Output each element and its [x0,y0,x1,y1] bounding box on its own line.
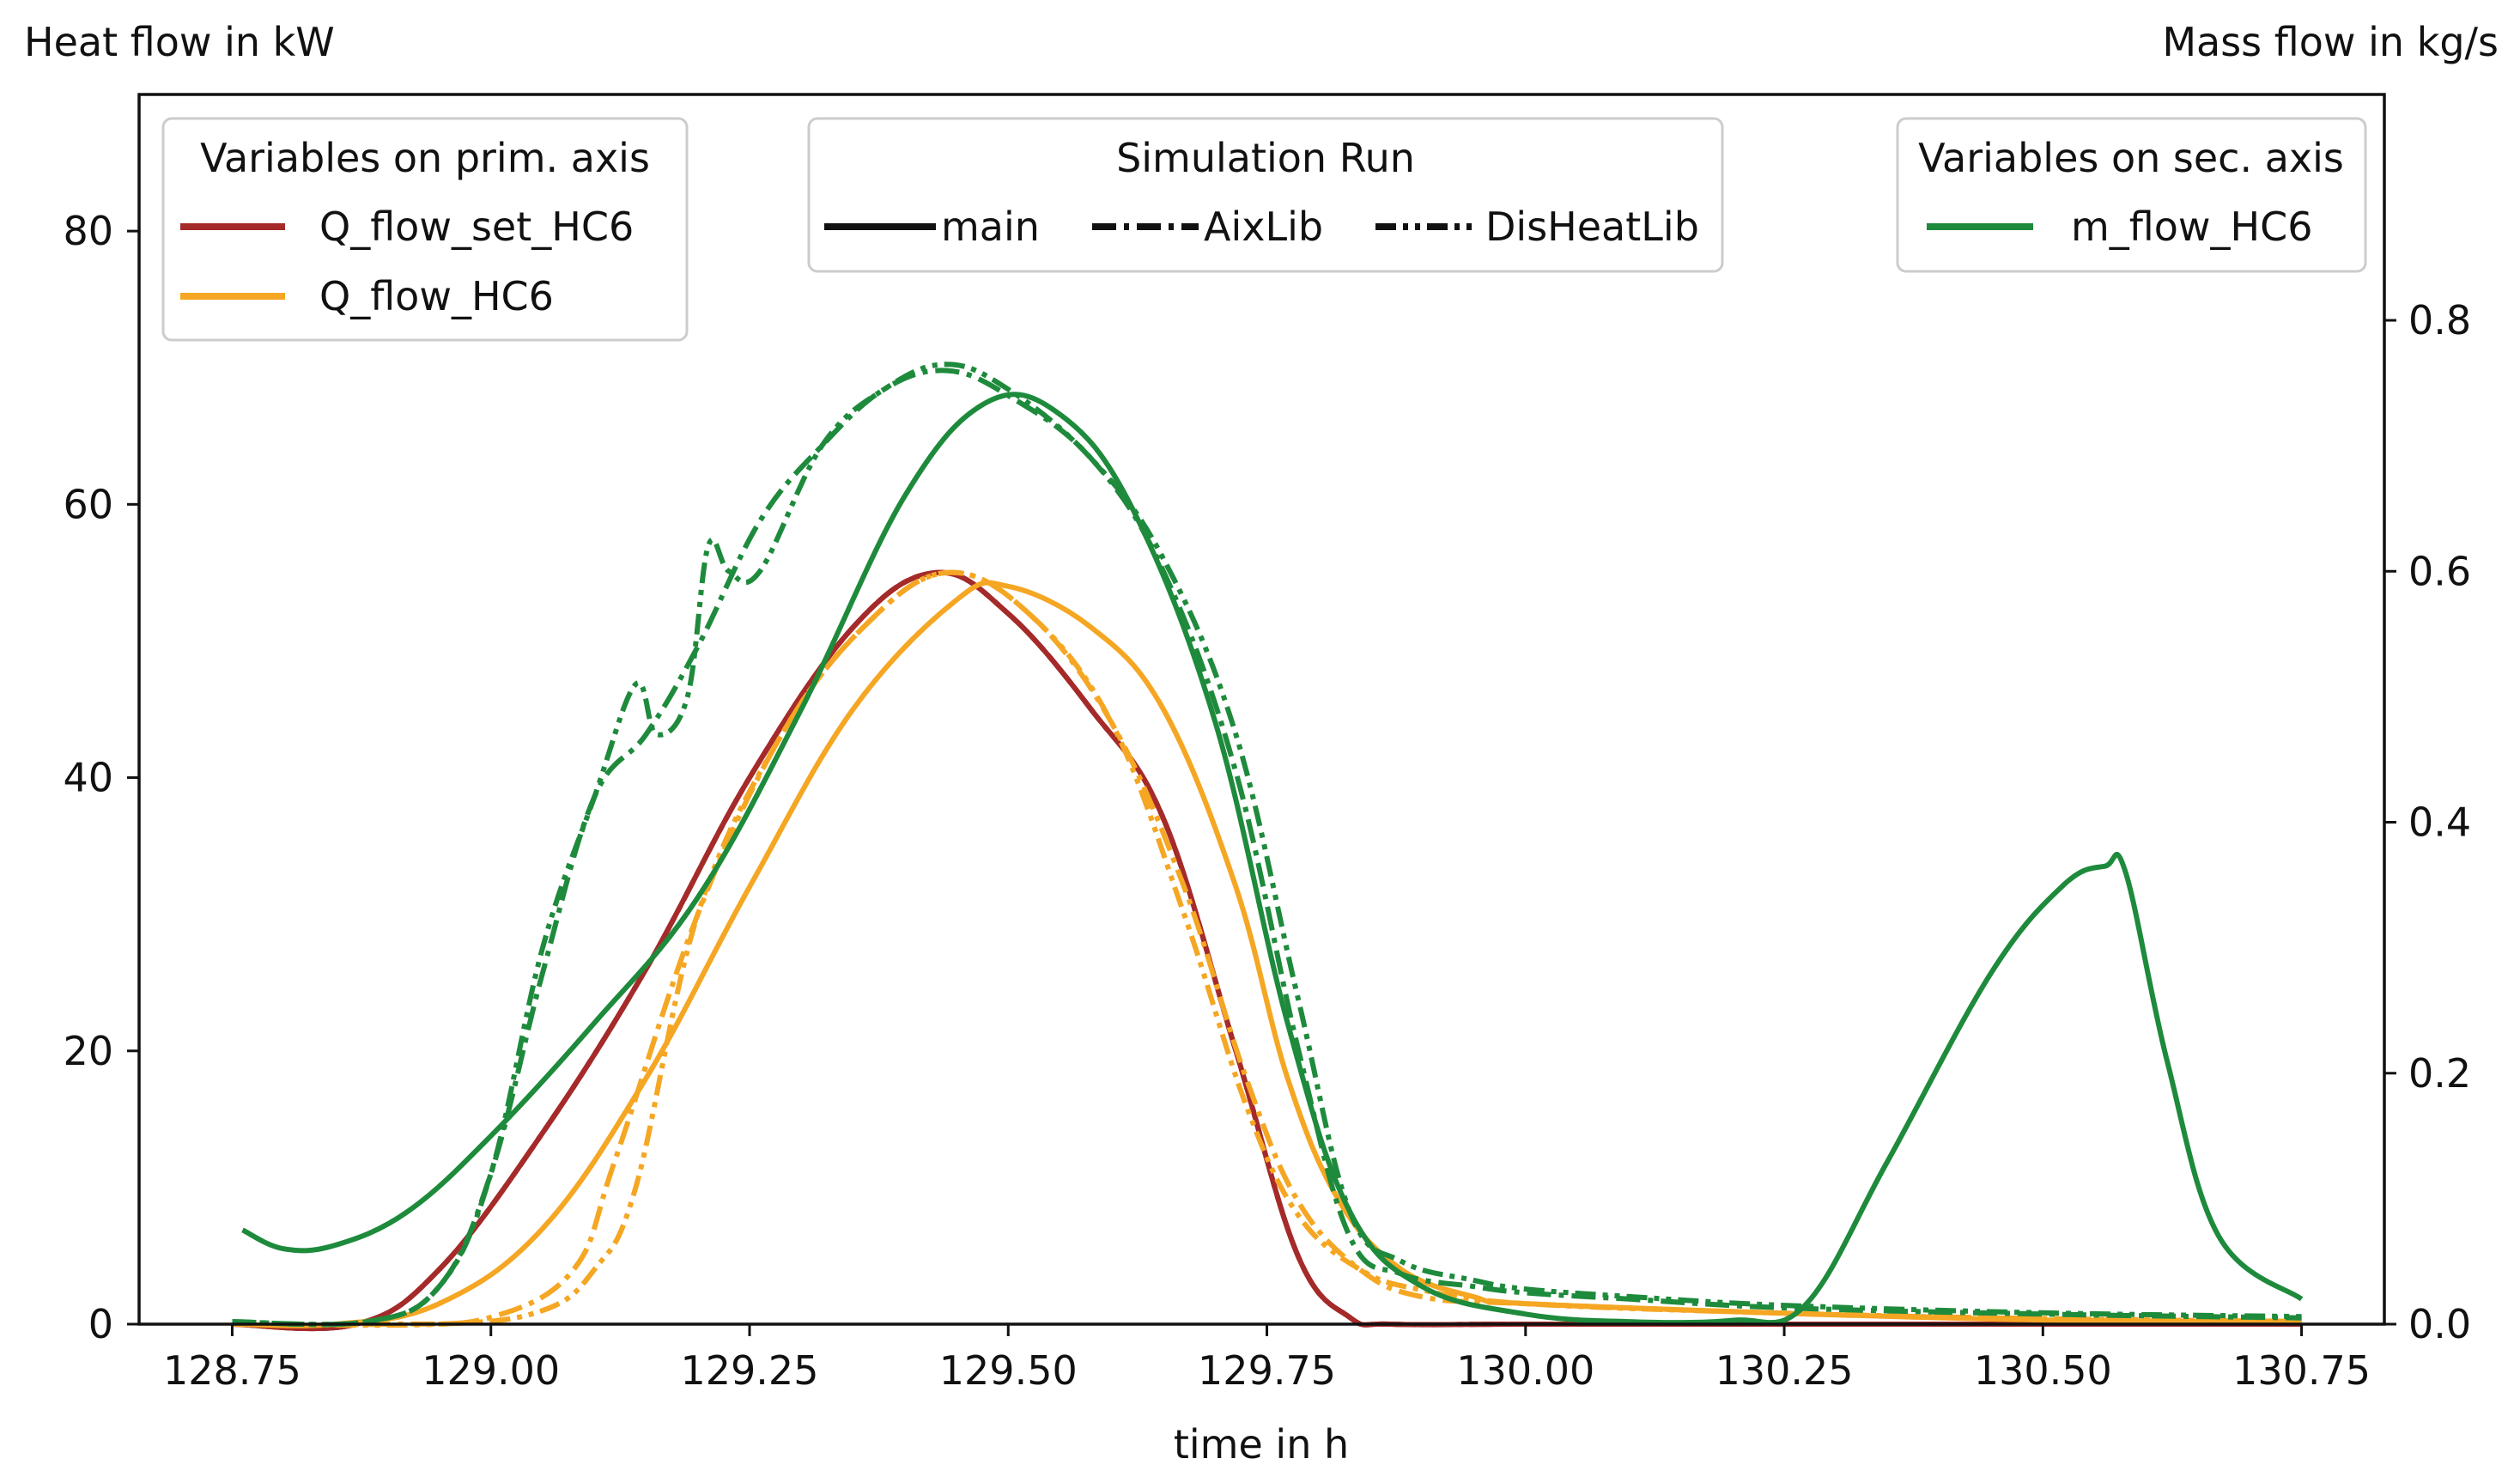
x-axis-title: time in h [1174,1421,1349,1468]
y-right-tick-label: 0.2 [2408,1050,2471,1097]
y-right-tick-label: 0.6 [2408,548,2471,594]
series-line-m-flow-hc6-disheatlib [232,362,2302,1328]
legend-label-m-flow: m_flow_HC6 [2071,204,2313,250]
plot-frame [137,93,2386,1326]
legend-label-main: main [941,204,1040,250]
x-tick-label: 129.50 [939,1347,1078,1394]
legend-secondary-box [1896,117,2367,273]
y-axis-left-title: Heat flow in kW [24,19,335,65]
x-tick-label: 128.75 [163,1347,301,1394]
x-tick-label: 130.25 [1715,1347,1854,1394]
series-line-m-flow-hc6-main [241,392,2304,1326]
legend-runs: Simulation Run main AixLib DisHeatLib [807,117,1724,273]
legend-label-q-flow: Q_flow_HC6 [319,273,554,319]
x-tick-label: 130.50 [1974,1347,2112,1394]
y-left-tick-label: 20 [63,1028,113,1074]
x-tick-label: 129.75 [1198,1347,1336,1394]
legend-primary-title: Variables on prim. axis [200,135,650,181]
y-left-tick-label: 60 [63,481,113,527]
y-right-tick-label: 0.4 [2408,799,2471,846]
legend-secondary-title: Variables on sec. axis [1918,135,2344,181]
y-right-tick-label: 0.8 [2408,297,2471,343]
legend-primary: Variables on prim. axis Q_flow_set_HC6 Q… [161,117,689,342]
x-tick-label: 129.00 [422,1347,560,1394]
x-tick-label: 130.75 [2232,1347,2371,1394]
legend-runs-box [807,117,1724,273]
x-tick-label: 129.25 [681,1347,819,1394]
legend-label-disheatlib: DisHeatLib [1485,204,1699,250]
x-tick-label: 130.00 [1456,1347,1594,1394]
series-line-q-flow-hc6-disheatlib [232,569,2302,1328]
y-axis-right-title: Mass flow in kg/s [2162,19,2499,65]
legend-primary-box [161,117,689,342]
legend-label-aixlib: AixLib [1204,204,1323,250]
y-right-tick-label: 0.0 [2408,1301,2471,1347]
y-left-tick-label: 40 [63,755,113,801]
tick-layer: 128.75 129.00 129.25 129.50 129.75 130.00 130.… [63,208,2471,1394]
y-left-tick-label: 0 [88,1301,113,1347]
legend-secondary: Variables on sec. axis m_flow_HC6 [1896,117,2367,273]
y-left-tick-label: 80 [63,208,113,254]
legend-label-q-flow-set: Q_flow_set_HC6 [319,204,634,250]
series-line-m-flow-hc6-aixlib [232,368,2302,1328]
legend-runs-title: Simulation Run [1116,135,1415,181]
